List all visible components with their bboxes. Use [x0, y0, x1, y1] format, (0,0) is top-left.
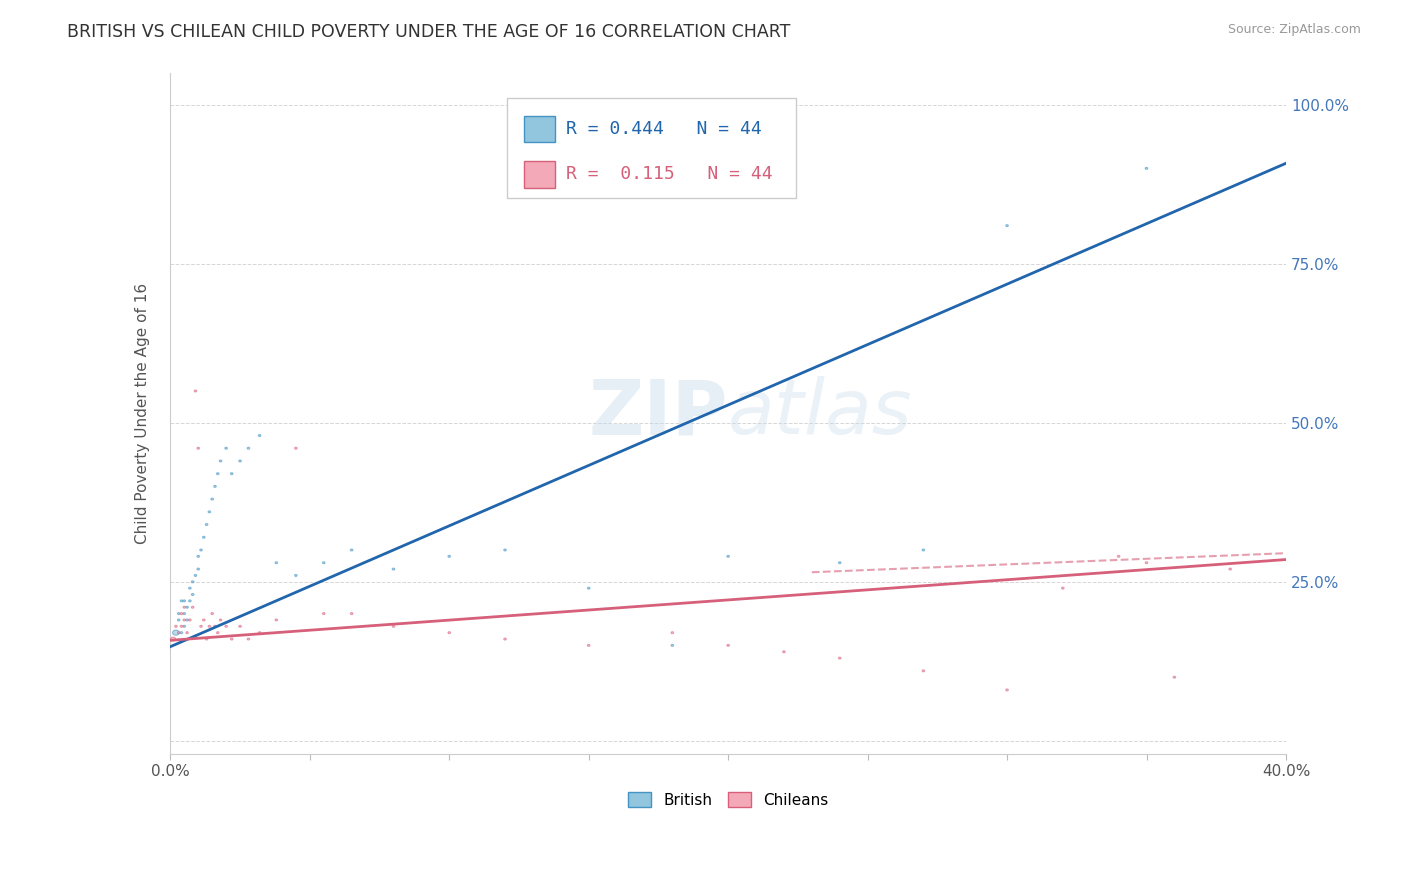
- Legend: British, Chileans: British, Chileans: [621, 786, 834, 814]
- Y-axis label: Child Poverty Under the Age of 16: Child Poverty Under the Age of 16: [135, 283, 149, 544]
- Text: R = 0.444   N = 44: R = 0.444 N = 44: [567, 120, 762, 138]
- Text: ZIP: ZIP: [589, 376, 728, 450]
- Text: atlas: atlas: [728, 376, 912, 450]
- Text: R =  0.115   N = 44: R = 0.115 N = 44: [567, 165, 773, 183]
- Text: Source: ZipAtlas.com: Source: ZipAtlas.com: [1227, 23, 1361, 37]
- Text: BRITISH VS CHILEAN CHILD POVERTY UNDER THE AGE OF 16 CORRELATION CHART: BRITISH VS CHILEAN CHILD POVERTY UNDER T…: [67, 23, 790, 41]
